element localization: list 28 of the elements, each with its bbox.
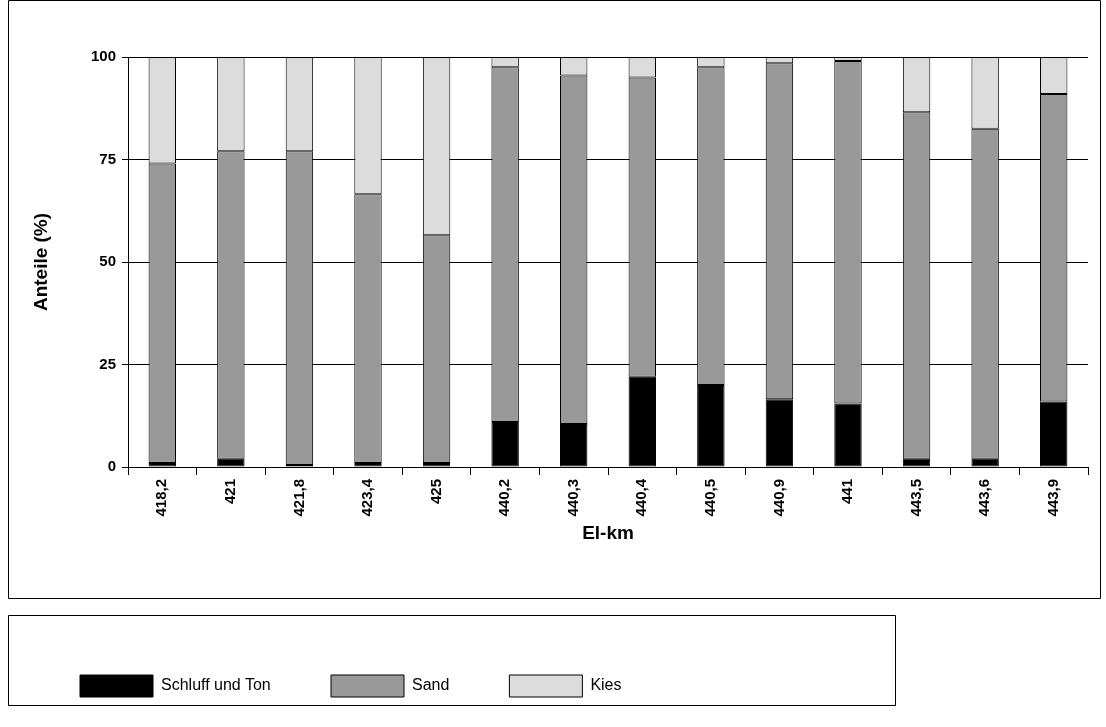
- x-tick-label: 418,2: [152, 479, 170, 517]
- x-tick-label: 443,9: [1043, 479, 1061, 517]
- x-tick-label: 440,9: [769, 479, 787, 517]
- bar: [971, 458, 999, 467]
- x-tick-label: 443,6: [975, 479, 993, 517]
- legend-label: Schluff und Ton: [161, 676, 271, 694]
- y-tick-label: 0: [107, 457, 116, 475]
- x-tick-label: 440,4: [632, 478, 650, 517]
- y-tick-label: 50: [99, 252, 116, 270]
- legend-label: Kies: [590, 676, 622, 694]
- x-tick-label: 440,2: [495, 479, 513, 517]
- bar: [697, 385, 725, 467]
- x-tick-label: 421: [221, 479, 238, 505]
- bar: [217, 458, 245, 467]
- x-tick-label: 423,4: [358, 478, 376, 517]
- x-tick-label: 441: [838, 479, 856, 505]
- x-tick-label: 440,5: [701, 479, 718, 517]
- y-tick-label: 75: [99, 149, 116, 167]
- x-tick-label: 443,5: [906, 479, 924, 517]
- x-tick-label: 440,3: [563, 479, 581, 517]
- x-tick-label: 421,8: [289, 479, 307, 517]
- bar: [491, 421, 519, 467]
- y-axis-title: Anteile (%): [29, 212, 51, 312]
- y-tick-label: 25: [99, 354, 116, 372]
- legend-label: Sand: [412, 676, 450, 694]
- x-axis-title: El-km: [582, 521, 634, 543]
- y-tick-label: 100: [90, 47, 116, 65]
- x-tick-label: 425: [426, 479, 444, 505]
